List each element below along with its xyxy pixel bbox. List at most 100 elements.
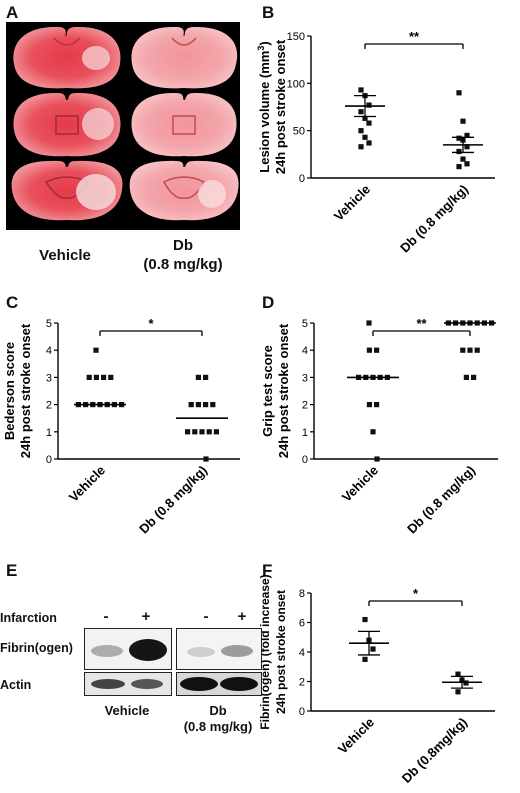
brain-slice-vehicle-3 <box>11 160 123 221</box>
chart-b-point-g0-2 <box>366 102 372 108</box>
chart-f-point-g0-0 <box>362 616 368 623</box>
chart-b-point-g1-7 <box>460 156 466 162</box>
brain-slices-photo <box>6 22 240 230</box>
chart-f-sig-marker: * <box>413 586 419 601</box>
blot-fibrinogen-db <box>176 628 262 670</box>
panel-a-label-vehicle: Vehicle <box>39 247 91 264</box>
brain-slice-db-1 <box>131 26 238 89</box>
chart-f-ylabel-line2: 24h post stroke onset <box>274 590 288 714</box>
chart-c-point-g1-2 <box>188 402 194 408</box>
panel-a-label-db-line1: Db <box>173 237 193 254</box>
lane-sign-4: + <box>237 608 247 625</box>
chart-d-point-g0-11 <box>374 456 380 462</box>
chart-b-ytick-label-1: 50 <box>293 126 305 138</box>
chart-c-point-g1-10 <box>213 429 219 435</box>
chart-d-xtick-label-0: Vehicle <box>339 463 381 505</box>
chart-d-point-g1-9 <box>474 347 480 353</box>
blot-actin-db <box>176 672 262 696</box>
chart-b-ylabel-line1: Lesion volume (mm3) <box>256 41 272 172</box>
chart-b-point-g0-6 <box>358 128 364 134</box>
chart-c-point-g1-11 <box>203 456 209 462</box>
blot-group-db: Db (0.8 mg/kg) <box>176 703 260 735</box>
chart-f-xtick-label-0: Vehicle <box>335 715 377 757</box>
chart-d-ytick-label-0: 0 <box>302 454 308 466</box>
panel-a-label-db-line2: (0.8 mg/kg) <box>143 256 223 273</box>
chart-d-point-g1-7 <box>460 347 466 353</box>
chart-f-xtick-label-1: Db (0.8mg/kg) <box>399 715 470 786</box>
chart-b-point-g0-0 <box>358 87 364 93</box>
chart-b-point-g1-8 <box>464 161 470 167</box>
panel-letter-c: C <box>6 293 19 312</box>
chart-d-point-g1-8 <box>467 347 473 353</box>
chart-f-ytick-label-3: 6 <box>299 618 305 630</box>
chart-b-ylabel-close: ) <box>257 41 272 45</box>
chart-b-ytick-label-2: 100 <box>287 78 305 90</box>
chart-c-sig-marker: * <box>148 316 154 331</box>
chart-b-point-g0-4 <box>362 115 368 121</box>
chart-b-sig-marker: ** <box>409 29 420 44</box>
lane-sign-3: - <box>203 608 209 625</box>
chart-d-point-g0-10 <box>370 429 376 435</box>
brain-slice-vehicle-2 <box>13 92 121 157</box>
chart-d-point-g0-0 <box>366 320 372 326</box>
chart-b-point-g0-9 <box>358 144 364 150</box>
chart-b-point-g0-3 <box>358 109 364 115</box>
blot-group-db-line2: (0.8 mg/kg) <box>183 719 253 734</box>
panel-letter-a: A <box>6 3 19 22</box>
chart-c-point-g1-1 <box>203 374 209 380</box>
chart-d-grip-test-score: 0 1 2 3 4 5 Grip test score 24h post stroke ons… <box>260 316 498 536</box>
chart-b-point-g1-1 <box>460 118 466 124</box>
chart-d-ytick-label-1: 1 <box>302 427 308 439</box>
chart-c-point-g0-3 <box>101 374 107 380</box>
chart-d-ylabel-line2: 24h post stroke onset <box>276 323 291 458</box>
chart-f-ytick-label-2: 4 <box>299 647 305 659</box>
chart-b-point-g1-6 <box>456 148 462 155</box>
chart-d-point-g1-10 <box>463 374 469 380</box>
chart-c-point-g0-2 <box>93 374 99 380</box>
blot-actin-vehicle <box>84 672 172 696</box>
chart-b-xtick-label-1: Db (0.8 mg/kg) <box>397 182 471 256</box>
chart-d-ylabel-line1: Grip test score <box>260 345 275 437</box>
chart-d-ytick-label-3: 3 <box>302 372 308 384</box>
chart-c-point-g1-3 <box>195 402 201 408</box>
chart-f-point-g0-3 <box>362 656 368 662</box>
brain-slice-db-3 <box>129 160 239 221</box>
chart-c-xtick-label-1: Db (0.8 mg/kg) <box>136 463 210 537</box>
chart-b-point-g0-7 <box>362 134 368 140</box>
chart-f-point-g1-3 <box>455 689 461 695</box>
chart-d-sig-marker: ** <box>416 316 427 331</box>
chart-c-ytick-label-3: 3 <box>46 372 52 384</box>
blot-group-vehicle: Vehicle <box>104 703 150 718</box>
chart-d-point-g0-8 <box>366 402 372 408</box>
chart-b-xtick-label-0: Vehicle <box>331 182 373 224</box>
brain-slice-db-2 <box>131 92 237 157</box>
lane-sign-2: + <box>141 608 151 625</box>
brain-slice-vehicle-1 <box>13 26 121 89</box>
chart-d-ytick-label-2: 2 <box>302 400 308 412</box>
chart-c-ytick-label-1: 1 <box>46 427 52 439</box>
chart-c-point-g0-0 <box>93 347 99 353</box>
chart-c-ylabel-line1: Bederson score <box>2 342 17 440</box>
chart-b-ytick-label-0: 0 <box>299 173 305 185</box>
chart-d-point-g0-2 <box>374 347 380 353</box>
panel-a-label-db: Db (0.8 mg/kg) <box>128 236 238 274</box>
chart-d-point-g0-1 <box>366 347 372 353</box>
chart-b-lesion-volume: 0 50 100 150 Lesion volume (mm3) 24h post str… <box>256 29 495 256</box>
fibrinogen-row-label: Fibrin(ogen) <box>0 641 73 655</box>
lane-sign-1: - <box>103 608 109 625</box>
actin-row-label: Actin <box>0 678 32 692</box>
chart-b-point-g1-2 <box>464 132 470 138</box>
chart-b-ylabel-line2: 24h post stroke onset <box>273 39 288 174</box>
chart-c-point-g1-0 <box>195 374 201 380</box>
chart-c-point-g1-8 <box>199 429 205 435</box>
chart-f-point-g0-2 <box>370 646 376 652</box>
chart-c-point-g1-7 <box>192 429 198 435</box>
chart-d-ytick-label-4: 4 <box>302 345 308 357</box>
chart-b-point-g1-9 <box>456 164 462 170</box>
chart-d-point-g1-11 <box>471 374 477 380</box>
chart-c-ytick-label-2: 2 <box>46 400 52 412</box>
panel-letter-b: B <box>262 3 275 22</box>
blot-fibrinogen-vehicle <box>84 628 172 670</box>
blot-group-db-line1: Db <box>209 703 227 718</box>
chart-c-bederson-score: 0 1 2 3 4 5 Bederson score 24h post stroke onse… <box>2 316 240 537</box>
